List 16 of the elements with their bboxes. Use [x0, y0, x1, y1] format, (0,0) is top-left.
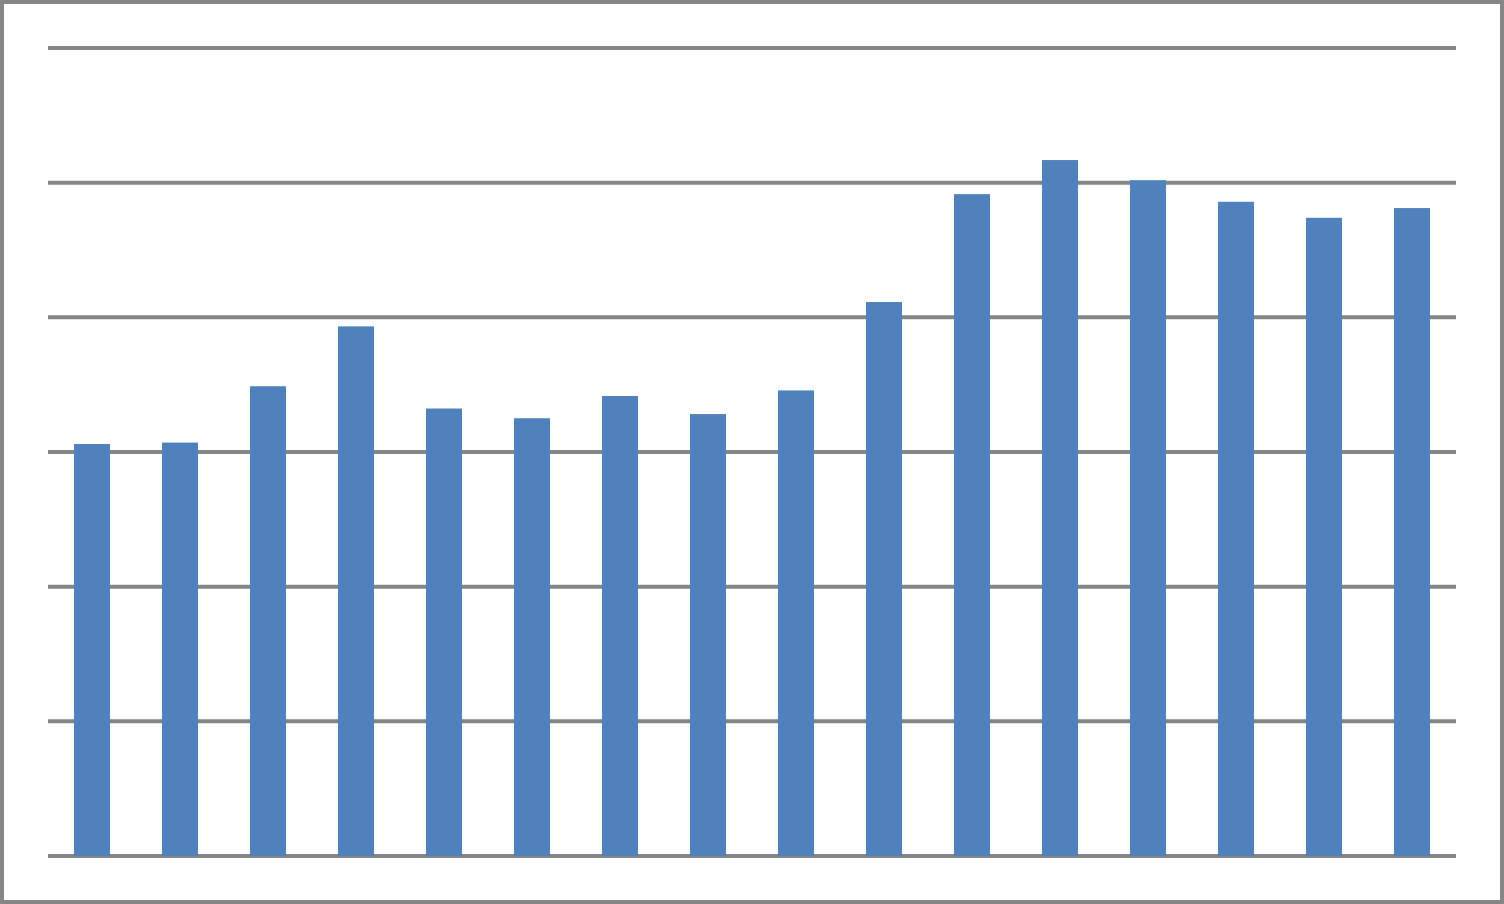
bar	[690, 414, 726, 856]
bar	[866, 302, 902, 856]
bar	[954, 194, 990, 856]
bar	[1218, 201, 1254, 856]
bar	[778, 390, 814, 856]
bar	[162, 442, 198, 856]
bar	[514, 418, 550, 856]
bar	[426, 408, 462, 856]
bar	[250, 386, 286, 856]
bar	[338, 326, 374, 856]
bar	[74, 444, 110, 856]
bar	[602, 395, 638, 856]
bar	[1306, 217, 1342, 856]
bar	[1394, 208, 1430, 856]
bar	[1042, 160, 1078, 856]
bar	[1130, 180, 1166, 856]
